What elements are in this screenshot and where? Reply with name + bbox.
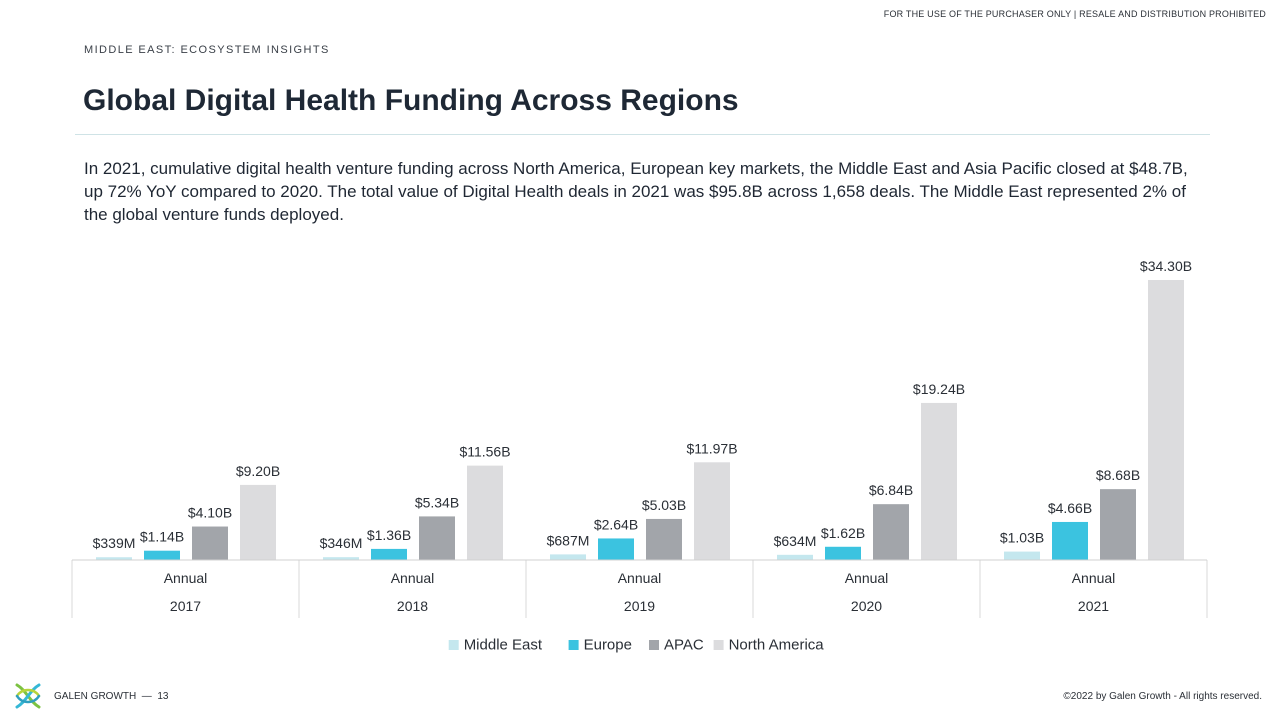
x-period-label: Annual: [391, 570, 435, 586]
bar-europe-2020: [825, 546, 861, 560]
bar-middle-east-2017: [96, 557, 132, 560]
footer-brand-name: GALEN GROWTH: [54, 690, 137, 702]
data-label: $1.62B: [821, 525, 865, 541]
data-label: $1.36B: [367, 527, 411, 543]
data-label: $687M: [547, 532, 590, 548]
bar-europe-2017: [144, 550, 180, 560]
bar-middle-east-2018: [323, 557, 359, 560]
data-label: $346M: [320, 535, 363, 551]
x-tick-label: 2019: [624, 598, 655, 614]
x-tick-label: 2021: [1078, 598, 1109, 614]
bar-north-america-2017: [240, 484, 276, 560]
x-period-label: Annual: [845, 570, 889, 586]
legend-swatch: [568, 640, 579, 650]
legend-swatch: [448, 640, 459, 650]
x-tick-label: 2017: [170, 598, 201, 614]
legend-label: Middle East: [464, 637, 543, 654]
bar-apac-2018: [419, 516, 455, 560]
data-label: $11.97B: [686, 440, 737, 456]
title-divider: [75, 134, 1210, 135]
legend-label: North America: [729, 637, 825, 654]
data-label: $8.68B: [1096, 467, 1140, 483]
legend-label: Europe: [584, 637, 632, 654]
x-period-label: Annual: [618, 570, 662, 586]
x-period-label: Annual: [1072, 570, 1116, 586]
x-period-label: Annual: [164, 570, 208, 586]
bar-europe-2019: [598, 538, 634, 560]
bar-middle-east-2020: [777, 554, 813, 560]
bar-north-america-2021: [1148, 280, 1184, 560]
footer-brand: GALEN GROWTH — 13: [12, 680, 168, 712]
data-label: $6.84B: [869, 482, 913, 498]
disclaimer-text: FOR THE USE OF THE PURCHASER ONLY | RESA…: [883, 9, 1266, 19]
bar-europe-2018: [371, 548, 407, 560]
data-label: $1.14B: [140, 529, 184, 545]
bar-north-america-2018: [467, 465, 503, 560]
description-text: In 2021, cumulative digital health ventu…: [84, 159, 1188, 224]
page-title: Global Digital Health Funding Across Reg…: [83, 84, 739, 117]
bar-north-america-2019: [694, 462, 730, 560]
data-label: $5.03B: [642, 497, 686, 513]
section-kicker: MIDDLE EAST: ECOSYSTEM INSIGHTS: [84, 44, 330, 56]
data-label: $11.56B: [459, 444, 510, 460]
data-label: $4.10B: [188, 505, 232, 521]
data-label: $339M: [93, 535, 136, 551]
data-label: $1.03B: [1000, 530, 1044, 546]
data-label: $5.34B: [415, 494, 459, 510]
bar-north-america-2020: [921, 402, 957, 560]
data-label: $9.20B: [236, 463, 280, 479]
bar-middle-east-2019: [550, 554, 586, 560]
data-label: $2.64B: [594, 516, 638, 532]
bar-apac-2017: [192, 526, 228, 560]
legend-swatch: [649, 640, 659, 650]
x-tick-label: 2018: [397, 598, 428, 614]
page-number: 13: [157, 690, 169, 702]
bar-middle-east-2021: [1004, 551, 1040, 560]
bar-apac-2019: [646, 518, 682, 560]
data-label: $34.30B: [1140, 258, 1192, 274]
legend-label: APAC: [664, 637, 704, 654]
bar-apac-2021: [1100, 489, 1136, 560]
bar-apac-2020: [873, 504, 909, 560]
data-label: $19.24B: [913, 381, 965, 397]
legend-swatch: [713, 640, 724, 650]
footer-separator: —: [136, 690, 158, 702]
funding-bar-chart: $339M $1.14B$4.10B$9.20BAnnual2017$346M$1…: [71, 258, 1208, 654]
galen-growth-logo-icon: [15, 683, 41, 709]
bar-europe-2021: [1052, 521, 1088, 560]
data-label: $634M: [774, 533, 817, 549]
data-label: $4.66B: [1048, 500, 1092, 516]
x-tick-label: 2020: [851, 598, 882, 614]
copyright-text: ©2022 by Galen Growth - All rights reser…: [1063, 691, 1262, 702]
